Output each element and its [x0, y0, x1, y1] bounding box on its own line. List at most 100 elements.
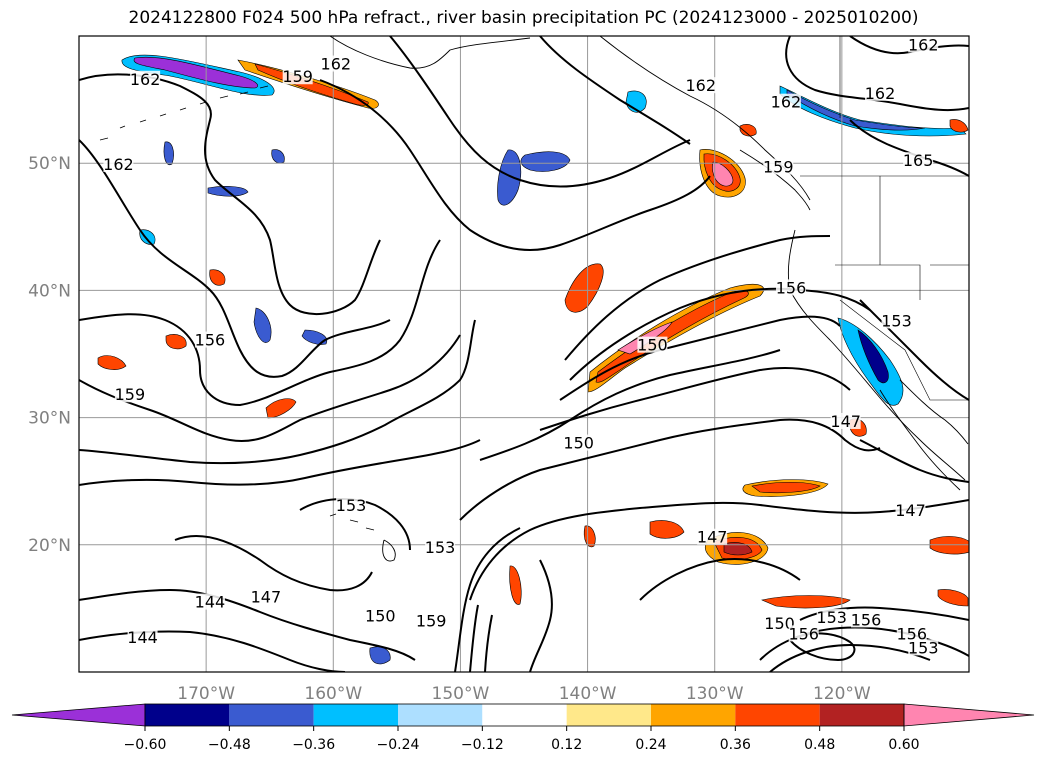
contour-label-bg [130, 70, 161, 87]
lon-tick-label: 140°W [559, 684, 617, 704]
contour-line [454, 527, 521, 672]
contour-label: 153 [908, 638, 939, 657]
contour-label-bg [114, 386, 145, 403]
contour-label-bg [908, 639, 939, 656]
contour-line [564, 235, 831, 361]
contour-label-bg [895, 502, 926, 518]
contour-label-bg [685, 77, 716, 94]
precip-blob [271, 149, 285, 164]
contour-label-bg [770, 93, 801, 110]
contour-line [469, 604, 479, 672]
precip-blob [937, 589, 969, 607]
contour-label-bg [320, 55, 351, 72]
contour-label: 147 [697, 528, 728, 547]
precip-blob [165, 334, 187, 350]
us-state-border-2 [835, 264, 921, 300]
precip-blob [163, 141, 174, 166]
contour-label: 162 [130, 70, 161, 89]
precip-shading [97, 54, 969, 665]
lat-tick-label: 50°N [28, 154, 71, 174]
colorbar-segment [819, 704, 904, 726]
contour-label-bg [763, 158, 794, 175]
colorbar-segment [651, 704, 736, 726]
colorbar-outline [144, 703, 905, 727]
precip-blob [497, 149, 521, 206]
contour-label-bg [903, 152, 934, 169]
contour-line [859, 299, 969, 401]
contour-label: 162 [865, 84, 896, 103]
colorbar-tick-label: −0.36 [292, 737, 335, 753]
contour-label-bg [908, 36, 939, 53]
contour-line [479, 349, 781, 461]
contour-label: 159 [763, 158, 794, 177]
contour-label: 156 [788, 624, 819, 643]
contour-line [459, 418, 881, 521]
lon-tick-label: 120°W [813, 684, 871, 704]
contour-label-bg [637, 336, 668, 353]
contour-label-bg [697, 528, 728, 545]
alaska-coast [329, 36, 531, 69]
colorbar-extend-min [11, 703, 146, 727]
contour-label: 144 [195, 593, 226, 612]
contour-label: 153 [425, 538, 456, 557]
contour-line [79, 139, 391, 378]
gulf-california-coast [899, 379, 969, 445]
colorbar-tick-label: 0.36 [720, 737, 751, 753]
lon-tick-label: 170°W [177, 684, 235, 704]
contour-line [79, 319, 476, 465]
contour-label-bg [896, 625, 927, 642]
colorbar-tick-label: 0.24 [635, 737, 666, 753]
contour-line [319, 79, 711, 251]
contour-label-bg [365, 607, 396, 624]
lat-tick-label: 40°N [28, 281, 71, 301]
precip-blob [253, 307, 272, 343]
contour-line [769, 643, 931, 672]
precip-blob [857, 329, 889, 384]
map-title: 2024122800 F024 500 hPa refract., river … [128, 8, 919, 28]
colorbar-tick-label: −0.48 [208, 737, 251, 753]
contour-label-bg [336, 496, 367, 513]
refractivity-contours [79, 36, 969, 672]
contour-label: 156 [851, 610, 882, 629]
lon-tick-label: 130°W [686, 684, 744, 704]
contour-line [529, 559, 553, 672]
contour-label: 159 [115, 385, 146, 404]
precip-blob [739, 124, 757, 137]
contour-line [789, 632, 856, 662]
precip-blob [949, 119, 969, 133]
colorbar-segment [735, 704, 820, 726]
contour-line [299, 498, 411, 551]
colorbar-tick-label: −0.12 [461, 737, 504, 753]
lon-tick-label: 150°W [432, 684, 490, 704]
lat-tick-label: 20°N [28, 536, 71, 556]
contour-label-bg [127, 629, 158, 646]
precip-blob [649, 520, 685, 539]
colorbar-tick-label: 0.60 [888, 737, 919, 753]
contour-label: 159 [282, 67, 313, 86]
precip-blob [209, 269, 226, 286]
contour-label: 153 [336, 496, 367, 515]
contour-label: 159 [416, 612, 447, 631]
contour-label-bg [416, 612, 447, 629]
precip-blob [564, 263, 604, 313]
contour-label-bg [776, 279, 806, 296]
contour-label: 147 [251, 587, 282, 606]
precip-blob [761, 595, 851, 609]
aleutian-islands [99, 85, 269, 141]
contour-line [79, 334, 461, 442]
contour-label-bg [788, 625, 819, 642]
contour-label-bg [194, 593, 225, 610]
contour-label-bg [425, 538, 456, 555]
contour-label: 150 [365, 607, 396, 626]
contour-label-bg [563, 434, 594, 451]
contour-label: 162 [685, 76, 716, 95]
axis-tick-labels: 170°W 160°W 150°W 140°W 130°W 120°W 50°N 40°N 30… [28, 154, 871, 704]
contour-label: 156 [897, 624, 928, 643]
lon-tick-label: 160°W [304, 684, 362, 704]
colorbar-tick-label: 0.48 [804, 737, 835, 753]
contour-label-bg [764, 615, 795, 632]
contour-label-bg [282, 68, 313, 85]
colorbar-segment [398, 704, 483, 726]
contour-label-bg [103, 156, 134, 173]
